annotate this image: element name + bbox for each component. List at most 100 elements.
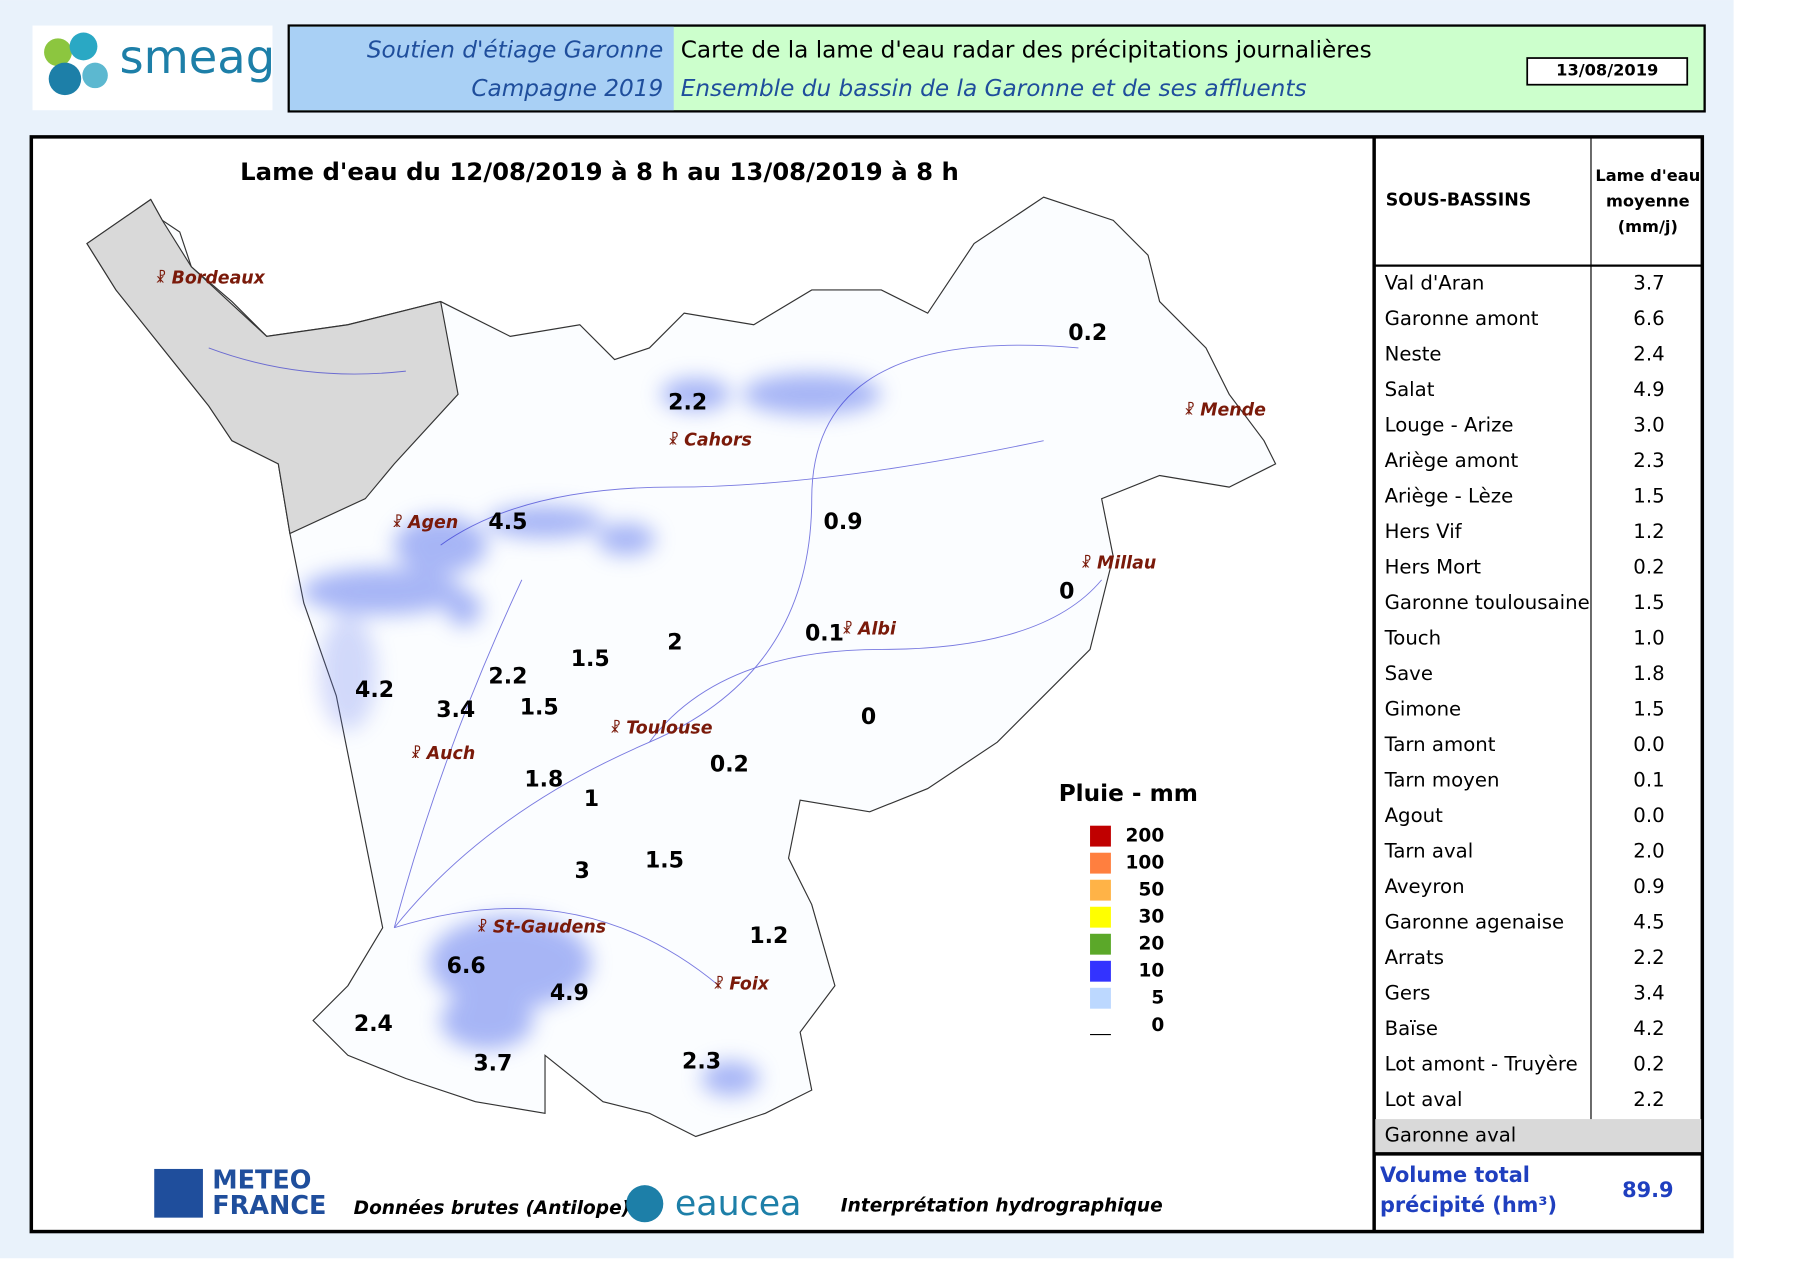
- row-name: Garonne aval: [1385, 1123, 1517, 1146]
- row-value: 2.3: [1633, 449, 1664, 472]
- legend-swatch: [1090, 933, 1111, 955]
- row-value: 2.2: [1633, 946, 1664, 969]
- row-value: 4.9: [1633, 378, 1664, 401]
- row-value: 2.4: [1633, 343, 1664, 366]
- legend-label: 0: [1151, 1015, 1164, 1036]
- basin-value: 3: [574, 859, 589, 884]
- legend-swatch: [1090, 852, 1111, 874]
- row-value: 1.2: [1633, 520, 1664, 543]
- total-label: précipité (hm³): [1380, 1193, 1557, 1217]
- header-left: [289, 26, 674, 111]
- row-value: 0.1: [1633, 768, 1664, 791]
- basin-value: 2.4: [354, 1012, 393, 1037]
- meteo-text: METEO: [212, 1166, 311, 1196]
- basin-value: 3.7: [473, 1052, 512, 1077]
- source: Données brutes (Antilope): [354, 1198, 630, 1219]
- legend-swatch: [1090, 906, 1111, 928]
- city-marker: ☧: [668, 432, 679, 449]
- eaucea: eaucea: [675, 1184, 802, 1224]
- header-left: Soutien d'étiage Garonne: [367, 37, 663, 64]
- basin-value: 4.9: [550, 981, 589, 1006]
- interpretation: Interprétation hydrographique: [841, 1196, 1163, 1217]
- date-box: [1526, 57, 1689, 86]
- row-name: Tarn aval: [1384, 839, 1474, 862]
- row-name: Aveyron: [1385, 875, 1465, 898]
- row-value: 1.0: [1633, 626, 1664, 649]
- logo-icon: [44, 32, 108, 96]
- legend-label: 20: [1138, 934, 1164, 955]
- row-name: Baïse: [1385, 1017, 1438, 1040]
- total-label: Volume total: [1380, 1163, 1530, 1187]
- row-name: Neste: [1385, 343, 1442, 366]
- basin-value: 0.9: [824, 510, 863, 535]
- row-name: Ariège amont: [1385, 449, 1519, 472]
- row-value: 1.5: [1633, 591, 1664, 614]
- row-name: Lot aval: [1385, 1088, 1463, 1111]
- legend-label: 50: [1138, 880, 1164, 901]
- city-label: Foix: [729, 975, 769, 995]
- row-name: Gimone: [1385, 697, 1462, 720]
- legend-label: 200: [1126, 826, 1165, 847]
- basin-value: 1.2: [749, 924, 788, 949]
- basin-value: 2: [667, 631, 682, 656]
- row-value: 0.0: [1633, 733, 1664, 756]
- city-marker: ☧: [477, 919, 488, 936]
- city-label: Auch: [425, 744, 476, 764]
- city-marker: ☧: [842, 621, 853, 638]
- basin-value: 2.2: [488, 664, 527, 689]
- basin-value: 1.8: [524, 767, 563, 792]
- legend-label: 100: [1126, 853, 1165, 874]
- city-label: Cahors: [684, 431, 752, 451]
- row-value: 4.2: [1633, 1017, 1664, 1040]
- basin: [86, 196, 1277, 1138]
- table-header: (mm/j): [1618, 217, 1678, 236]
- legend-label: 10: [1138, 961, 1164, 982]
- basin-value: 3.4: [436, 698, 475, 723]
- row-value: 0.2: [1633, 1052, 1664, 1075]
- row-value: 0.0: [1633, 804, 1664, 827]
- map-title: Lame d'eau du 12/08/2019 à 8 h au 13/08/…: [240, 157, 959, 186]
- basin-value: 4.5: [488, 510, 527, 535]
- legend-label: 5: [1151, 988, 1164, 1009]
- row-name: Val d'Aran: [1385, 272, 1485, 295]
- row-name: Lot amont - Truyère: [1385, 1052, 1578, 1075]
- row-name: Agout: [1385, 804, 1444, 827]
- basin-value: 0.1: [805, 621, 844, 646]
- city-marker: ☧: [392, 514, 403, 531]
- city-label: Millau: [1097, 554, 1156, 574]
- header-left: Campagne 2019: [471, 75, 663, 102]
- row-value: 3.7: [1633, 272, 1664, 295]
- row-name: Garonne amont: [1385, 307, 1539, 330]
- legend-title: Pluie - mm: [1059, 780, 1198, 807]
- basin-value: 2.2: [668, 391, 707, 416]
- city-marker: ☧: [1081, 555, 1092, 572]
- row-value: 0.9: [1633, 875, 1664, 898]
- basin-value: 1.5: [520, 696, 559, 721]
- logo-text: smeag: [119, 30, 275, 84]
- basin-value: 0.2: [1068, 321, 1107, 346]
- row-name: Salat: [1385, 378, 1435, 401]
- basin-value: 2.3: [682, 1049, 721, 1074]
- row-name: Gers: [1385, 981, 1431, 1004]
- row-value: 6.6: [1633, 307, 1664, 330]
- city-marker: ☧: [713, 976, 724, 993]
- row-value: 4.5: [1633, 910, 1664, 933]
- legend-swatch: [1090, 825, 1111, 847]
- row-value: 3.0: [1633, 414, 1664, 437]
- city-marker: ☧: [1184, 402, 1195, 419]
- city-label: Agen: [406, 513, 458, 533]
- city-label: Bordeaux: [172, 268, 266, 288]
- row-name: Save: [1385, 662, 1433, 685]
- city-marker: ☧: [610, 719, 621, 736]
- meteo-logo: [154, 1168, 203, 1218]
- basin-value: 1.5: [571, 647, 610, 672]
- row-value: 3.4: [1633, 981, 1664, 1004]
- table-header: Lame d'eau: [1595, 166, 1700, 185]
- legend-swatch: [1090, 960, 1111, 982]
- legend-label: 30: [1138, 907, 1164, 928]
- city-label: St-Gaudens: [493, 918, 606, 938]
- city-label: Mende: [1200, 401, 1266, 421]
- row-name: Hers Vif: [1385, 520, 1463, 543]
